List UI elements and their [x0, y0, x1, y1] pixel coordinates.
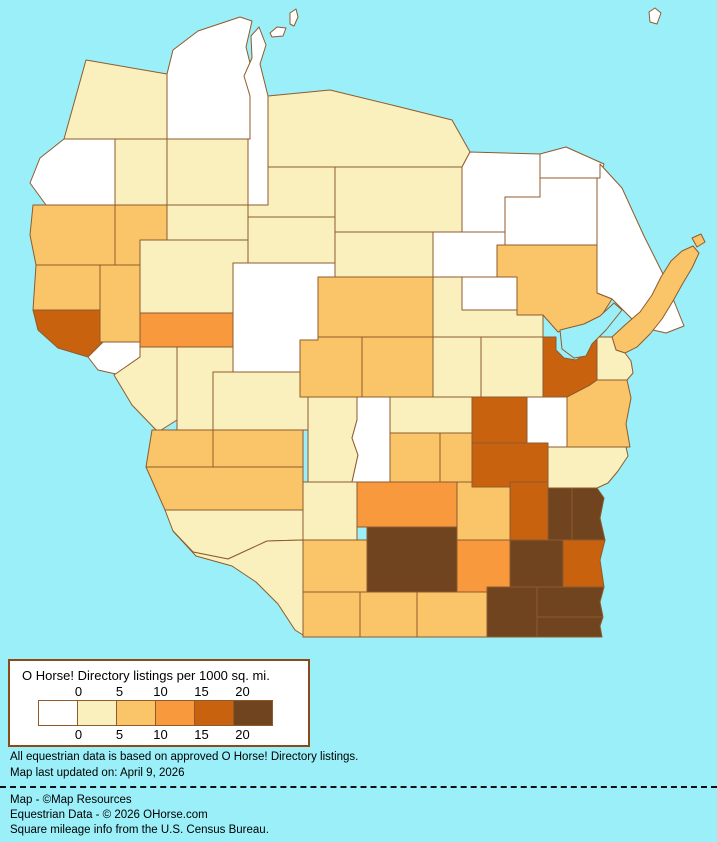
- county-winnebago[interactable]: [471, 396, 528, 444]
- legend-tick: 20: [235, 727, 250, 742]
- county-wood[interactable]: [299, 336, 363, 398]
- county-lincoln[interactable]: [334, 231, 434, 278]
- green-bay-water: [559, 302, 623, 359]
- data-credit: Equestrian Data - © 2026 OHorse.com: [10, 809, 208, 821]
- legend-tick: 15: [194, 727, 209, 742]
- map-credit: Map - ©Map Resources: [10, 794, 132, 806]
- county-adams[interactable]: [351, 396, 391, 483]
- county-iron[interactable]: [267, 89, 471, 168]
- county-iowa[interactable]: [302, 539, 368, 593]
- county-dunn[interactable]: [99, 264, 141, 343]
- county-green[interactable]: [359, 591, 418, 638]
- county-kenosha[interactable]: [536, 616, 604, 638]
- legend-tick: 5: [115, 727, 124, 742]
- county-florence[interactable]: [539, 146, 605, 179]
- county-columbia[interactable]: [456, 481, 511, 541]
- county-lafayette[interactable]: [302, 591, 361, 638]
- wisconsin-county-map: [29, 7, 706, 638]
- legend-title: O Horse! Directory listings per 1000 sq.…: [22, 668, 270, 683]
- county-eau-claire[interactable]: [139, 312, 234, 348]
- legend: O Horse! Directory listings per 1000 sq.…: [8, 659, 310, 747]
- county-rusk[interactable]: [166, 204, 249, 241]
- county-juneau[interactable]: [307, 396, 359, 483]
- county-sawyer[interactable]: [166, 138, 249, 206]
- legend-tick: 10: [153, 684, 168, 699]
- county-dodge[interactable]: [509, 481, 549, 541]
- county-milwaukee[interactable]: [562, 539, 606, 588]
- county-vernon[interactable]: [145, 466, 304, 511]
- county-chippewa[interactable]: [139, 239, 249, 314]
- county-ozaukee[interactable]: [571, 487, 606, 541]
- county-outagamie[interactable]: [480, 336, 544, 398]
- county-calumet[interactable]: [526, 396, 568, 448]
- county-polk[interactable]: [29, 204, 116, 266]
- dashed-separator: [0, 786, 717, 788]
- county-washburn[interactable]: [114, 138, 168, 206]
- county-jackson[interactable]: [212, 371, 309, 431]
- legend-tick: 20: [235, 684, 250, 699]
- legend-ticks-top: 0 5 10 15 20: [58, 684, 263, 699]
- county-grant[interactable]: [172, 530, 304, 636]
- county-la-crosse[interactable]: [145, 429, 214, 468]
- county-langlade[interactable]: [432, 231, 506, 278]
- legend-tick: 0: [74, 727, 83, 742]
- county-menominee[interactable]: [461, 276, 518, 311]
- county-sauk[interactable]: [356, 481, 458, 528]
- county-jefferson[interactable]: [456, 539, 511, 593]
- legend-swatch-20plus: [233, 700, 273, 726]
- county-sheboygan[interactable]: [547, 446, 629, 489]
- county-door[interactable]: [611, 245, 700, 354]
- legend-tick: 0: [74, 684, 83, 699]
- madeline-island: [269, 26, 287, 38]
- legend-swatch-10-15: [155, 700, 195, 726]
- door-island: [691, 233, 706, 248]
- legend-color-ramp: [38, 700, 308, 726]
- data-source-note: All equestrian data is based on approved…: [10, 751, 359, 763]
- county-st-croix[interactable]: [32, 264, 101, 311]
- county-burnett[interactable]: [29, 138, 116, 206]
- legend-swatch-0: [38, 700, 78, 726]
- legend-swatch-5-10: [116, 700, 156, 726]
- legend-tick: 5: [115, 684, 124, 699]
- last-updated-note: Map last updated on: April 9, 2026: [10, 767, 185, 779]
- apostle-island: [289, 8, 299, 27]
- county-dane[interactable]: [366, 526, 458, 593]
- legend-tick: 15: [194, 684, 209, 699]
- legend-swatch-0-5: [77, 700, 117, 726]
- county-taylor[interactable]: [247, 216, 336, 264]
- county-waupaca[interactable]: [432, 336, 482, 398]
- county-oneida[interactable]: [334, 166, 463, 233]
- county-fond-du-lac[interactable]: [471, 442, 549, 488]
- legend-swatch-15-20: [194, 700, 234, 726]
- county-richland[interactable]: [302, 481, 358, 541]
- county-pierce[interactable]: [32, 309, 104, 358]
- county-walworth[interactable]: [486, 586, 538, 638]
- county-douglas[interactable]: [63, 59, 168, 140]
- legend-ticks-bottom: 0 5 10 15 20: [58, 727, 263, 742]
- county-waukesha[interactable]: [509, 539, 564, 593]
- county-marathon[interactable]: [317, 276, 434, 338]
- county-portage[interactable]: [361, 336, 434, 398]
- county-bayfield[interactable]: [166, 16, 253, 140]
- county-green-lake[interactable]: [439, 432, 473, 483]
- county-racine[interactable]: [536, 586, 605, 618]
- legend-tick: 10: [153, 727, 168, 742]
- county-waushara[interactable]: [389, 396, 473, 434]
- census-credit: Square mileage info from the U.S. Census…: [10, 824, 269, 836]
- county-washington[interactable]: [547, 487, 573, 541]
- superior-islet: [648, 7, 662, 25]
- county-marquette[interactable]: [389, 432, 441, 483]
- county-rock[interactable]: [416, 591, 488, 638]
